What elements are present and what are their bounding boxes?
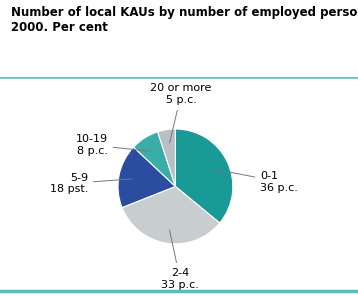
Wedge shape [118, 147, 175, 207]
Text: 10-19
8 p.c.: 10-19 8 p.c. [76, 134, 150, 156]
Wedge shape [158, 129, 175, 186]
Wedge shape [122, 186, 220, 244]
Text: 2-4
33 p.c.: 2-4 33 p.c. [161, 230, 199, 289]
Wedge shape [175, 129, 233, 223]
Wedge shape [134, 132, 175, 186]
Text: Number of local KAUs by number of employed persons.
2000. Per cent: Number of local KAUs by number of employ… [11, 6, 358, 34]
Text: 5-9
18 pst.: 5-9 18 pst. [50, 173, 132, 194]
Text: 20 or more
5 p.c.: 20 or more 5 p.c. [150, 83, 212, 143]
Text: 0-1
36 p.c.: 0-1 36 p.c. [216, 169, 298, 193]
